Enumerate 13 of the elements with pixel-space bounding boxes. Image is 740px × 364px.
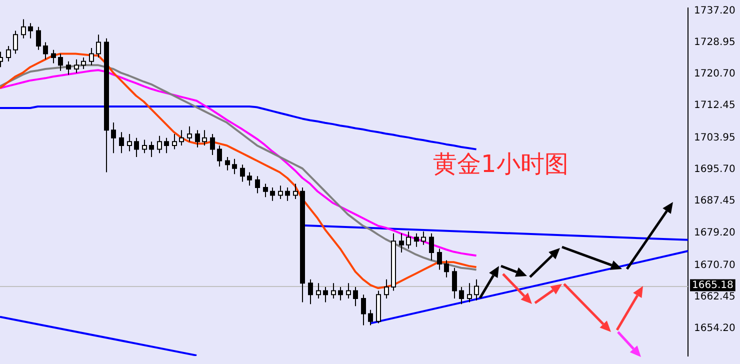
y-tick-label: 1695.70 <box>694 164 736 176</box>
y-tick-label: 1737.20 <box>694 5 736 16</box>
text: 黄金1小时图 <box>433 149 568 180</box>
y-tick-label: 1687.45 <box>694 196 736 207</box>
y-tick-label: 1728.95 <box>694 37 736 48</box>
y-tick-label: 1662.45 <box>694 291 736 302</box>
y-tick-label: 1654.20 <box>694 322 736 334</box>
y-tick-label: 1703.95 <box>694 132 736 144</box>
ref-line-label: 1665.18 <box>692 280 734 291</box>
y-tick-label: 1720.70 <box>694 68 736 80</box>
y-tick-label: 1670.70 <box>694 260 736 271</box>
y-tick-label: 1712.45 <box>694 100 736 112</box>
y-tick-label: 1679.20 <box>694 227 736 238</box>
